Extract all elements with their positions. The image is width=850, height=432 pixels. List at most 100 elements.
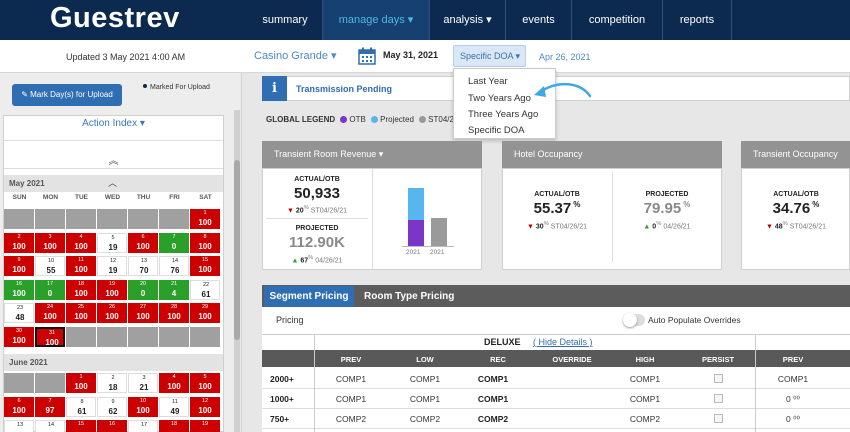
day-value: 19 — [108, 242, 118, 252]
calendar-day[interactable]: 3 21 — [128, 373, 158, 393]
calendar-day[interactable]: 13 70 — [128, 256, 158, 276]
calendar-day[interactable]: 10 55 — [35, 256, 65, 276]
menu-two-years-ago[interactable]: Two Years Ago — [468, 93, 531, 104]
calendar-day[interactable]: 23 48 — [4, 303, 34, 323]
tab-segment-pricing[interactable]: Segment Pricing — [264, 286, 354, 307]
calendar-day[interactable]: 31 100 — [35, 326, 65, 347]
calendar-day[interactable]: 12 100 — [190, 396, 220, 417]
down-triangle-icon: ▼ — [526, 223, 536, 231]
legend-otb: OTB — [349, 115, 366, 124]
calendar-day[interactable]: 5 100 — [190, 373, 220, 393]
menu-specific-doa[interactable]: Specific DOA — [468, 125, 525, 136]
collapse-month-icon[interactable]: ︿ — [108, 178, 118, 188]
calendar-day[interactable]: 26 100 — [97, 303, 127, 323]
col-high: HIGH — [635, 355, 655, 364]
trr-actual-value: 50,933 — [294, 185, 340, 202]
calendar-day[interactable]: 9 100 — [4, 256, 34, 276]
calendar-day[interactable]: 14 — [35, 420, 65, 432]
tab-room-type-pricing[interactable]: Room Type Pricing — [364, 291, 455, 302]
persist-checkbox[interactable] — [714, 414, 723, 423]
calendar-icon[interactable] — [358, 47, 376, 65]
nav-reports[interactable]: reports — [679, 14, 715, 26]
calendar-day[interactable]: 1 100 — [190, 209, 220, 229]
calendar-day[interactable]: 2 18 — [97, 373, 127, 393]
app-logo[interactable]: Guestrev — [50, 2, 180, 34]
calendar-day[interactable]: 1 100 — [66, 373, 96, 393]
nav-events[interactable]: events — [522, 14, 555, 26]
segment-label: 750+ — [270, 414, 290, 424]
nav-analysis[interactable]: analysis ▾ — [443, 14, 492, 26]
calendar-day[interactable]: 8 100 — [190, 232, 220, 253]
calendar-day[interactable]: 7 97 — [35, 396, 65, 417]
day-number: 4 — [172, 374, 176, 380]
calendar-day[interactable]: 21 4 — [159, 279, 189, 300]
calendar-day[interactable]: 14 76 — [159, 256, 189, 276]
left-scrollbar-thumb[interactable] — [234, 160, 240, 340]
calendar-day[interactable]: 28 100 — [159, 303, 189, 323]
menu-last-year[interactable]: Last Year — [468, 76, 508, 87]
persist-checkbox[interactable] — [714, 394, 723, 403]
divider — [266, 218, 368, 219]
day-value: 100 — [43, 312, 57, 321]
nav-manage-days[interactable]: manage days ▾ — [323, 0, 429, 40]
action-index-dropdown[interactable]: Action Index ▾ — [82, 118, 145, 129]
calendar-day[interactable]: 27 100 — [128, 303, 158, 323]
nav-summary[interactable]: summary — [262, 14, 308, 26]
weekday-sun: SUN — [12, 194, 27, 201]
calendar-day[interactable]: 4 100 — [159, 373, 189, 393]
hide-details-link[interactable]: ( Hide Details ) — [533, 337, 593, 347]
month-label-may: May 2021 — [9, 179, 45, 188]
calendar-day[interactable]: 6 100 — [4, 396, 34, 417]
calendar-day[interactable]: 4 100 — [66, 232, 96, 253]
tocc-card-header[interactable]: Transient Occupancy — [741, 141, 850, 168]
calendar-day[interactable]: 9 62 — [97, 396, 127, 417]
calendar-day[interactable]: 29 100 — [190, 303, 220, 323]
scroll-up-icon[interactable]: ︽ — [108, 156, 119, 167]
selected-date[interactable]: May 31, 2021 — [383, 50, 439, 60]
persist-checkbox[interactable] — [714, 374, 723, 383]
calendar-day[interactable]: 11 100 — [66, 256, 96, 276]
calendar-day[interactable]: 25 100 — [66, 303, 96, 323]
calendar-day[interactable]: 15 100 — [190, 256, 220, 276]
calendar-day[interactable]: 15 — [66, 420, 96, 432]
nav-divider — [731, 0, 732, 40]
calendar-day[interactable]: 20 0 — [128, 279, 158, 300]
calendar-day[interactable]: 22 61 — [190, 279, 220, 300]
calendar-empty-cell — [35, 209, 65, 229]
hotel-select[interactable]: Casino Grande ▾ — [254, 50, 337, 62]
specific-doa-dropdown[interactable]: Specific DOA ▾ — [453, 45, 526, 67]
calendar-day[interactable]: 16 100 — [4, 279, 34, 300]
calendar-day[interactable]: 18 100 — [66, 279, 96, 300]
calendar-day[interactable]: 17 — [128, 420, 158, 432]
calendar-day[interactable]: 6 100 — [128, 232, 158, 253]
trr-card-header[interactable]: Transient Room Revenue ▾ — [262, 141, 482, 168]
occ-actual: ACTUAL/OTB 55.37% ▼ 30% ST04/26/21 — [504, 188, 610, 238]
mark-days-upload-button[interactable]: ✎ Mark Day(s) for Upload — [12, 84, 122, 106]
calendar-day[interactable]: 11 49 — [159, 396, 189, 417]
calendar-day[interactable]: 5 19 — [97, 232, 127, 253]
calendar-day[interactable]: 16 — [97, 420, 127, 432]
cell-low: COMP1 — [409, 394, 441, 404]
calendar-day[interactable]: 19 — [190, 420, 220, 432]
day-number: 24 — [46, 304, 54, 310]
calendar-day[interactable]: 3 100 — [35, 232, 65, 253]
calendar-day[interactable]: 8 61 — [66, 396, 96, 417]
day-value: 62 — [108, 406, 118, 416]
segment-label: 2000+ — [270, 374, 294, 384]
nav-competition[interactable]: competition — [588, 14, 646, 26]
calendar-day[interactable]: 10 100 — [128, 396, 158, 417]
calendar-day[interactable]: 19 100 — [97, 279, 127, 300]
calendar-day[interactable]: 18 — [159, 420, 189, 432]
reference-date[interactable]: Apr 26, 2021 — [539, 52, 591, 62]
toggle-knob[interactable] — [623, 313, 637, 327]
calendar-day[interactable]: 13 — [4, 420, 34, 432]
calendar-day[interactable]: 12 19 — [97, 256, 127, 276]
day-number: 8 — [80, 398, 84, 405]
calendar-day[interactable]: 30 100 — [4, 326, 34, 347]
calendar-day[interactable]: 2 100 — [4, 232, 34, 253]
occ-card-header[interactable]: Hotel Occupancy — [502, 141, 722, 168]
menu-three-years-ago[interactable]: Three Years Ago — [468, 109, 539, 120]
calendar-day[interactable]: 17 0 — [35, 279, 65, 300]
calendar-day[interactable]: 24 100 — [35, 303, 65, 323]
